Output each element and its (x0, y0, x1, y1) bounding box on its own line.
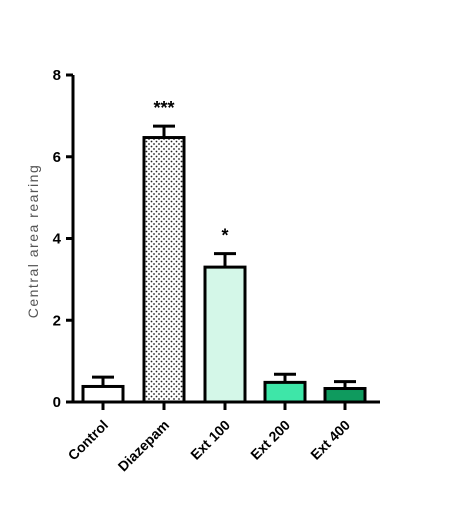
labels: 0 2 4 6 8 Control Diazepam *** Ext 100 * Ext 200 Ex… (53, 67, 354, 474)
bar-ext-200 (263, 380, 307, 404)
x-category-label: Ext 400 (307, 417, 353, 463)
significance-marker: *** (153, 98, 174, 118)
bar-control (81, 384, 125, 404)
y-tick-label: 8 (53, 67, 61, 84)
bar-ext-400 (323, 387, 367, 404)
x-category-label: Ext 200 (247, 417, 293, 463)
x-category-label: Diazepam (115, 417, 173, 475)
error-bars (92, 124, 356, 389)
x-category-label: Control (65, 417, 112, 464)
bar-ext-100 (203, 265, 247, 404)
significance-marker: * (221, 226, 228, 246)
y-axis-title: Central area rearing (25, 164, 41, 319)
y-tick-label: 4 (53, 231, 62, 248)
y-tick-label: 2 (53, 312, 61, 329)
y-tick-label: 0 (53, 394, 61, 411)
bar-diazepam (142, 136, 186, 404)
bars (81, 136, 367, 404)
x-category-label: Ext 100 (187, 417, 233, 463)
y-tick-label: 6 (53, 149, 61, 166)
